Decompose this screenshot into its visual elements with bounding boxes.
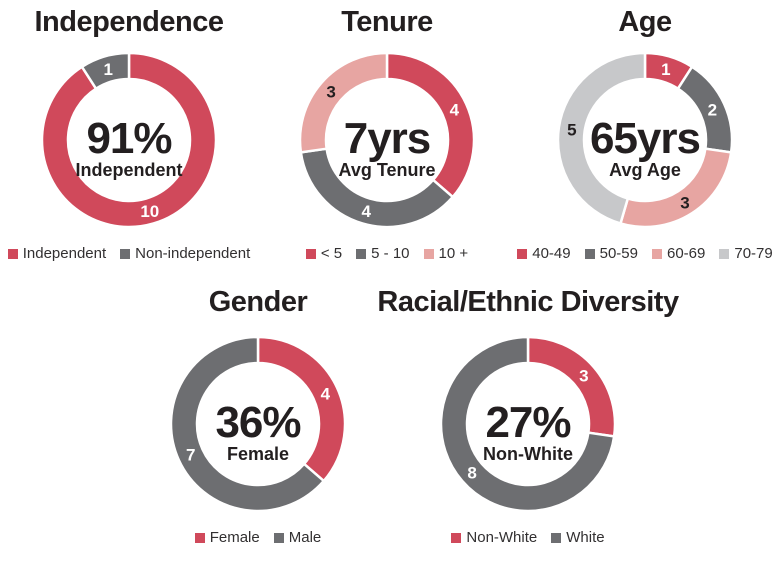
age-legend-item-0: 40-49	[517, 245, 571, 262]
age-center-value: 65yrs	[590, 114, 700, 163]
age-legend-label-2: 60-69	[667, 245, 706, 262]
racial-ethnic-diversity-center-label: Non-White	[483, 444, 573, 464]
independence-center-value: 91%	[86, 114, 171, 163]
red-swatch-icon	[517, 248, 528, 259]
gender-legend-label-0: Female	[209, 529, 260, 546]
age-segment-3	[556, 51, 647, 226]
age-legend-item-1: 50-59	[584, 245, 638, 262]
racial-ethnic-diversity-center-value: 27%	[485, 398, 570, 447]
red-swatch-icon	[451, 532, 462, 543]
racial-ethnic-diversity-segment-1	[439, 335, 616, 513]
tenure-center-value: 7yrs	[344, 114, 431, 163]
racial-ethnic-diversity-title: Racial/Ethnic Diversity	[377, 286, 679, 318]
age-title: Age	[618, 6, 672, 38]
independence-segment-0	[40, 51, 218, 229]
gender-legend: Female Male	[194, 529, 322, 546]
age-legend-label-3: 70-79	[734, 245, 773, 262]
age-segment-value-1: 2	[708, 100, 717, 119]
tenure-segment-value-2: 3	[326, 83, 335, 102]
independence-legend-label-1: Non-independent	[135, 245, 251, 262]
pink-swatch-icon	[423, 248, 434, 259]
tenure-legend-item-1: 5 - 10	[356, 245, 410, 262]
racial-ethnic-diversity-legend-label-0: Non-White	[466, 529, 538, 546]
chart-age: Age 1 2 3 5 65yrs Avg Age 40-49 50-59 60-69 70-79	[516, 6, 774, 262]
tenure-legend-label-2: 10 +	[438, 245, 469, 262]
chart-racial-ethnic-diversity: Racial/Ethnic Diversity 3 8 27% Non-White Non…	[377, 286, 679, 546]
tenure-segment-2	[298, 51, 389, 154]
gender-legend-item-0: Female	[194, 529, 260, 546]
red-swatch-icon	[305, 248, 316, 259]
charts-row-top: Independence 10 1 91% Independent Independent…	[0, 0, 774, 262]
age-legend: 40-49 50-59 60-69 70-79	[517, 245, 773, 262]
chart-gender: Gender 4 7 36% Female Female Male	[138, 286, 378, 546]
tenure-legend-item-0: < 5	[305, 245, 343, 262]
gender-segment-value-1: 7	[186, 446, 195, 465]
age-legend-item-3: 70-79	[719, 245, 773, 262]
gender-segment-1	[169, 335, 326, 513]
independence-legend-label-0: Independent	[22, 245, 107, 262]
racial-ethnic-diversity-legend-item-0: Non-White	[451, 529, 537, 546]
gray-swatch-icon	[584, 248, 595, 259]
independence-legend-item-0: Independent	[7, 245, 107, 262]
age-segment-value-0: 1	[661, 60, 670, 79]
gender-legend-item-1: Male	[273, 529, 322, 546]
gender-legend-label-1: Male	[288, 529, 322, 546]
age-legend-item-2: 60-69	[652, 245, 705, 262]
tenure-segment-value-0: 4	[450, 100, 460, 119]
gray-swatch-icon	[551, 532, 562, 543]
age-center-label: Avg Age	[609, 160, 681, 180]
red-swatch-icon	[194, 532, 205, 543]
racial-ethnic-diversity-segment-value-0: 3	[579, 367, 588, 386]
independence-center-label: Independent	[76, 160, 183, 180]
gender-center-label: Female	[227, 444, 289, 464]
chart-independence: Independence 10 1 91% Independent Independent…	[0, 6, 258, 262]
independence-title: Independence	[34, 6, 225, 38]
tenure-segment-value-1: 4	[361, 202, 371, 221]
gray-swatch-icon	[356, 248, 367, 259]
independence-segment-value-1: 1	[103, 60, 112, 79]
age-legend-label-0: 40-49	[532, 245, 571, 262]
gender-donut-chart: 4 7 36%Female	[169, 335, 347, 513]
tenure-legend-label-1: 5 - 10	[371, 245, 410, 262]
independence-segment-1	[80, 51, 131, 91]
gray-swatch-icon	[273, 532, 284, 543]
tenure-legend: < 5 5 - 10 10 +	[305, 245, 469, 262]
gender-title: Gender	[208, 286, 308, 318]
red-swatch-icon	[7, 248, 18, 259]
tenure-title: Tenure	[341, 6, 433, 38]
racial-ethnic-diversity-legend: Non-White White	[451, 529, 605, 546]
chart-tenure: Tenure 4 4 3 7yrs Avg Tenure < 5 5 - 10 10 +	[258, 6, 516, 262]
tenure-legend-item-2: 10 +	[423, 245, 469, 262]
age-segment-value-3: 5	[567, 121, 576, 140]
age-legend-label-1: 50-59	[599, 245, 638, 262]
independence-donut-chart: 10 1 91%Independent	[40, 51, 218, 229]
charts-row-bottom: Gender 4 7 36% Female Female Male Racial/Ethni…	[0, 286, 774, 546]
independence-segment-value-0: 10	[140, 202, 159, 221]
racial-ethnic-diversity-legend-item-1: White	[551, 529, 605, 546]
tenure-center-label: Avg Tenure	[338, 160, 435, 180]
gray-swatch-icon	[120, 248, 131, 259]
pink-swatch-icon	[652, 248, 662, 259]
racial-ethnic-diversity-donut-chart: 3 8 27%Non-White	[439, 335, 617, 513]
independence-legend-item-1: Non-independent	[120, 245, 250, 262]
tenure-legend-label-0: < 5	[320, 245, 343, 262]
racial-ethnic-diversity-segment-value-1: 8	[467, 464, 476, 483]
light-gray-swatch-icon	[719, 248, 730, 259]
independence-legend: Independent Non-independent	[7, 245, 250, 262]
gender-segment-value-0: 4	[321, 384, 331, 403]
age-segment-value-2: 3	[680, 193, 689, 212]
racial-ethnic-diversity-legend-label-1: White	[566, 529, 605, 546]
gender-center-value: 36%	[215, 398, 300, 447]
